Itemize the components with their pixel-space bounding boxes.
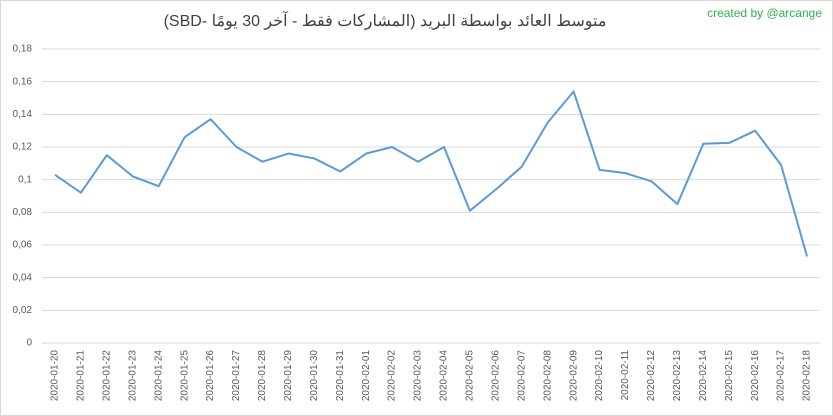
y-tick-label: 0,1: [18, 174, 32, 185]
x-tick-label: 2020-02-07: [516, 350, 527, 402]
x-tick-label: 2020-02-14: [698, 350, 709, 402]
x-tick-label: 2020-02-04: [439, 350, 450, 402]
x-tick-label: 2020-01-24: [153, 350, 164, 402]
x-tick-label: 2020-01-23: [127, 350, 138, 402]
x-tick-label: 2020-01-20: [50, 350, 61, 402]
chart-title: متوسط العائد بواسطة البريد (المشاركات فق…: [164, 10, 607, 30]
x-tick-label: 2020-01-25: [179, 350, 190, 402]
x-tick-label: 2020-01-22: [101, 350, 112, 402]
x-tick-label: 2020-02-17: [776, 350, 787, 402]
x-tick-label: 2020-02-16: [750, 350, 761, 402]
x-tick-label: 2020-01-31: [335, 350, 346, 402]
y-tick-label: 0,14: [13, 109, 33, 120]
x-tick-label: 2020-02-11: [620, 350, 631, 401]
y-tick-label: 0,16: [13, 76, 33, 87]
y-tick-label: 0,18: [13, 44, 33, 55]
y-tick-label: 0,06: [13, 240, 33, 251]
data-line: [54, 90, 808, 257]
y-tick-label: 0,12: [13, 142, 33, 153]
x-tick-label: 2020-02-09: [568, 350, 579, 402]
x-tick-label: 2020-02-03: [413, 350, 424, 402]
x-tick-label: 2020-02-06: [490, 350, 501, 402]
x-tick-label: 2020-02-05: [465, 350, 476, 402]
x-tick-label: 2020-02-12: [646, 350, 657, 402]
y-tick-label: 0,02: [13, 305, 33, 316]
x-tick-label: 2020-01-26: [205, 350, 216, 402]
x-tick-label: 2020-02-15: [724, 350, 735, 402]
x-tick-label: 2020-01-21: [76, 350, 87, 402]
x-tick-label: 2020-02-18: [802, 350, 813, 402]
x-tick-label: 2020-01-29: [283, 350, 294, 402]
x-tick-label: 2020-01-28: [257, 350, 268, 402]
x-tick-label: 2020-01-30: [309, 350, 320, 402]
x-tick-label: 2020-02-08: [542, 350, 553, 402]
x-tick-label: 2020-02-13: [672, 350, 683, 402]
x-tick-label: 2020-01-27: [231, 350, 242, 402]
y-tick-label: 0,04: [13, 272, 33, 283]
x-tick-label: 2020-02-01: [361, 350, 372, 402]
x-tick-label: 2020-02-10: [594, 350, 605, 402]
y-tick-label: 0,08: [13, 207, 33, 218]
x-tick-label: 2020-02-02: [387, 350, 398, 402]
attribution: created by @arcange: [707, 6, 822, 20]
y-tick-label: 0: [26, 338, 32, 349]
